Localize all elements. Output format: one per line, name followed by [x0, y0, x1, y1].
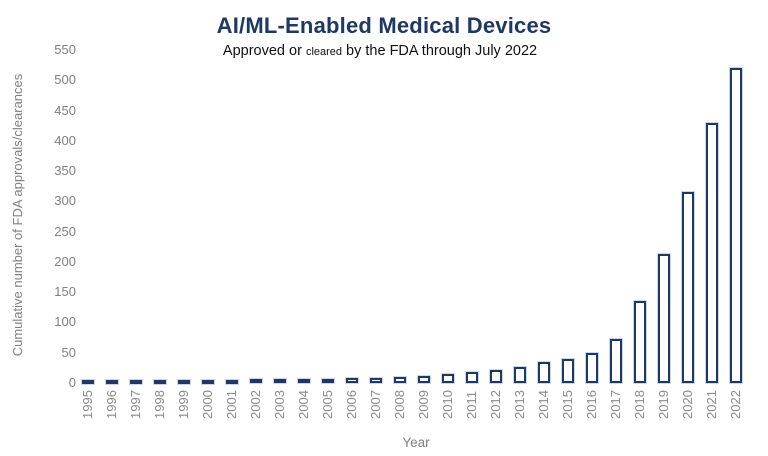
y-tick-label: 300 [54, 193, 76, 209]
x-tick-label-2009: 2009 [416, 390, 431, 419]
bar-2000 [202, 380, 214, 384]
x-tick-label-2022: 2022 [728, 390, 743, 419]
bar-2020 [682, 192, 694, 383]
bar-2021 [706, 122, 718, 383]
x-axis-title: Year [402, 435, 430, 450]
bar-2006 [346, 378, 358, 383]
bar-2001 [226, 379, 238, 384]
y-tick-label: 100 [54, 314, 76, 330]
bar-1998 [154, 380, 166, 384]
bar-2013 [514, 367, 526, 383]
x-tick-label-2011: 2011 [464, 391, 479, 419]
x-tick-label-2020: 2020 [680, 390, 695, 419]
x-tick-label-2007: 2007 [368, 390, 383, 419]
x-tick-label-1999: 1999 [176, 390, 191, 419]
x-tick-label-2005: 2005 [320, 390, 335, 419]
y-tick-label: 250 [54, 223, 76, 239]
y-tick-label: 400 [54, 132, 76, 148]
bar-2004 [298, 378, 310, 383]
bar-2019 [658, 254, 670, 383]
x-tick-label-2006: 2006 [344, 390, 359, 419]
y-tick-label: 150 [54, 284, 76, 300]
bar-2016 [586, 353, 598, 383]
bar-2005 [322, 378, 334, 383]
x-tick-label-2013: 2013 [512, 390, 527, 419]
x-tick-label-2012: 2012 [488, 390, 503, 419]
y-tick-label: 0 [68, 375, 76, 390]
x-tick-label-1996: 1996 [104, 390, 119, 419]
bar-2011 [466, 372, 478, 383]
x-tick-label-2000: 2000 [200, 390, 215, 419]
x-tick-label-2019: 2019 [656, 390, 671, 419]
x-tick-label-2003: 2003 [272, 390, 287, 419]
bar-2010 [442, 373, 454, 383]
bar-2015 [562, 358, 574, 383]
chart-subtitle: Approved or cleared by the FDA through J… [0, 42, 760, 61]
x-tick-label-2002: 2002 [248, 390, 263, 419]
bar-2009 [418, 375, 430, 383]
bar-2017 [610, 339, 622, 383]
y-tick-label: 500 [54, 72, 76, 88]
chart-title: AI/ML-Enabled Medical Devices [216, 13, 552, 38]
x-tick-label-2001: 2001 [224, 390, 239, 419]
y-tick-label: 550 [54, 42, 76, 57]
x-tick-label-2016: 2016 [584, 390, 599, 419]
x-tick-label-1997: 1997 [128, 390, 143, 419]
bar-2014 [538, 362, 550, 383]
x-tick-label-2004: 2004 [296, 390, 311, 419]
subtitle-text-left: Approved or [222, 43, 306, 59]
bar-2022 [730, 67, 742, 383]
y-tick-label: 450 [54, 102, 76, 118]
y-tick-label: 50 [61, 344, 76, 360]
bar-1995 [82, 380, 94, 384]
x-tick-label-2014: 2014 [536, 390, 551, 419]
bar-2003 [274, 379, 286, 384]
bar-2007 [370, 378, 382, 383]
bar-2012 [490, 369, 502, 383]
subtitle-text-right: by the FDA through July 2022 [342, 43, 538, 59]
x-tick-label-2017: 2017 [608, 390, 623, 419]
bar-1997 [130, 380, 142, 384]
x-tick-label-2015: 2015 [560, 390, 575, 419]
x-tick-label-2010: 2010 [440, 390, 455, 419]
x-tick-label-2018: 2018 [632, 390, 647, 419]
bar-2018 [634, 301, 646, 383]
x-tick-label-2008: 2008 [392, 390, 407, 419]
x-tick-label-2021: 2021 [704, 390, 719, 419]
bar-2008 [394, 376, 406, 383]
y-tick-label: 350 [54, 163, 76, 179]
x-tick-label-1998: 1998 [152, 390, 167, 419]
y-tick-label: 200 [54, 253, 76, 269]
x-tick-label-1995: 1995 [80, 390, 95, 419]
subtitle-text-small: cleared [305, 46, 343, 58]
bar-1996 [106, 380, 118, 384]
bar-2002 [250, 379, 262, 384]
bar-1999 [178, 380, 190, 384]
